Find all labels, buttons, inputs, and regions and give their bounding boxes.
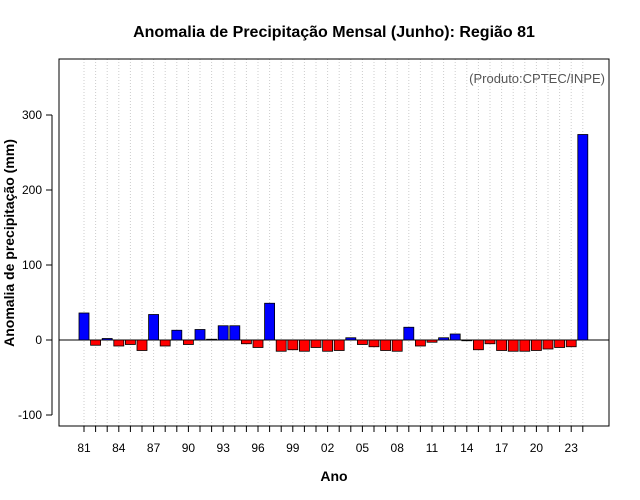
x-tick-label: 96 bbox=[251, 441, 265, 455]
bar bbox=[240, 339, 252, 345]
bar bbox=[438, 337, 450, 341]
bar bbox=[194, 329, 206, 341]
y-tick-label: 0 bbox=[35, 333, 42, 347]
x-tick-label: 84 bbox=[112, 441, 126, 455]
bar bbox=[484, 339, 496, 345]
x-tick-label: 02 bbox=[321, 441, 335, 455]
x-tick-label: 14 bbox=[460, 441, 474, 455]
y-axis: -100 0 100 200 300 bbox=[18, 108, 53, 422]
y-tick-label: 300 bbox=[22, 108, 42, 122]
bar bbox=[542, 339, 554, 350]
bar bbox=[333, 339, 345, 351]
bar bbox=[310, 339, 322, 348]
x-tick-label: 05 bbox=[356, 441, 370, 455]
bar bbox=[403, 326, 415, 341]
bar bbox=[229, 325, 241, 341]
bar bbox=[182, 339, 194, 345]
x-tick-label: 23 bbox=[565, 441, 579, 455]
bar bbox=[565, 339, 577, 348]
bar bbox=[356, 339, 368, 345]
chart-title: Anomalia de Precipitação Mensal (Junho):… bbox=[133, 24, 535, 41]
bar bbox=[136, 339, 148, 351]
bar bbox=[426, 339, 438, 343]
bar bbox=[275, 339, 287, 352]
x-tick-label: 17 bbox=[495, 441, 509, 455]
bar bbox=[554, 339, 565, 348]
grid-lines bbox=[83, 59, 584, 426]
bar bbox=[171, 329, 183, 341]
y-tick-label: 100 bbox=[22, 258, 42, 272]
x-tick-label: 81 bbox=[77, 441, 91, 455]
x-tick-label: 87 bbox=[147, 441, 161, 455]
credit-text: (Produto:CPTEC/INPE) bbox=[469, 71, 605, 86]
bar bbox=[148, 314, 160, 341]
x-tick-label: 20 bbox=[530, 441, 544, 455]
x-tick-label: 08 bbox=[391, 441, 405, 455]
bar bbox=[113, 339, 125, 347]
bar bbox=[507, 339, 519, 352]
bar bbox=[461, 339, 473, 342]
bar bbox=[206, 338, 218, 341]
x-tick-label: 99 bbox=[286, 441, 300, 455]
bar bbox=[391, 339, 403, 352]
bar bbox=[368, 339, 380, 348]
bar bbox=[90, 339, 101, 346]
bar bbox=[287, 339, 299, 351]
y-tick-label: -100 bbox=[18, 408, 42, 422]
bar bbox=[414, 339, 426, 347]
bar bbox=[125, 339, 136, 345]
bar bbox=[159, 339, 171, 347]
bar bbox=[264, 302, 276, 341]
y-tick-label: 200 bbox=[22, 183, 42, 197]
bar bbox=[449, 333, 461, 341]
bar bbox=[101, 338, 113, 341]
bar bbox=[577, 134, 589, 341]
bar bbox=[519, 339, 531, 352]
x-tick-label: 11 bbox=[426, 441, 439, 455]
bar bbox=[380, 339, 392, 351]
bar bbox=[78, 312, 90, 341]
x-tick-label: 90 bbox=[182, 441, 196, 455]
x-axis: 81 84 87 90 93 96 99 02 05 08 11 14 17 20 23 bbox=[77, 426, 584, 455]
bar bbox=[345, 337, 357, 341]
bar bbox=[472, 339, 484, 351]
plot-frame bbox=[58, 58, 610, 427]
y-axis-title: Anomalia de precipitação (mm) bbox=[1, 139, 17, 347]
bar bbox=[217, 325, 229, 341]
bars bbox=[78, 134, 589, 352]
bar bbox=[496, 339, 508, 351]
bar bbox=[298, 339, 310, 352]
x-tick-label: 93 bbox=[217, 441, 231, 455]
bar bbox=[531, 339, 542, 351]
bar bbox=[252, 339, 264, 348]
bar bbox=[322, 339, 334, 352]
x-axis-title: Ano bbox=[320, 468, 347, 484]
